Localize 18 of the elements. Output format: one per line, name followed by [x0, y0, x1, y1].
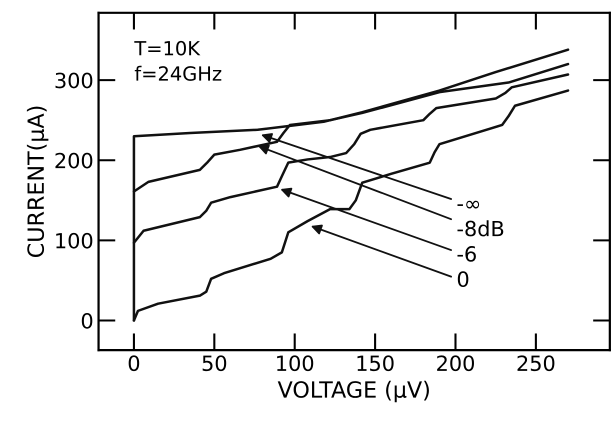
annotation: -8dB: [457, 220, 504, 236]
x-tick-label: 100: [277, 355, 314, 372]
annotation: 0: [458, 271, 468, 288]
x-tick-label: 150: [358, 355, 394, 372]
x-tick-label: 0: [128, 355, 140, 372]
y-tick-label: 100: [56, 232, 92, 249]
y-tick-label: 0: [82, 312, 92, 329]
x-tick-label: 50: [202, 355, 226, 372]
y-tick-label: 300: [56, 72, 92, 88]
x-tick-label: 250: [518, 355, 554, 372]
annotation: -∞: [457, 200, 480, 209]
x-axis-title: VOLTAGE (µV): [278, 380, 429, 402]
y-axis-title: CURRENT(µA): [26, 106, 48, 258]
annotation: f=24GHz: [134, 66, 222, 81]
annotation: -6: [457, 246, 476, 262]
y-tick-label: 200: [55, 152, 92, 168]
x-tick-label: 200: [437, 355, 474, 372]
annotation: T=10K: [134, 40, 200, 56]
